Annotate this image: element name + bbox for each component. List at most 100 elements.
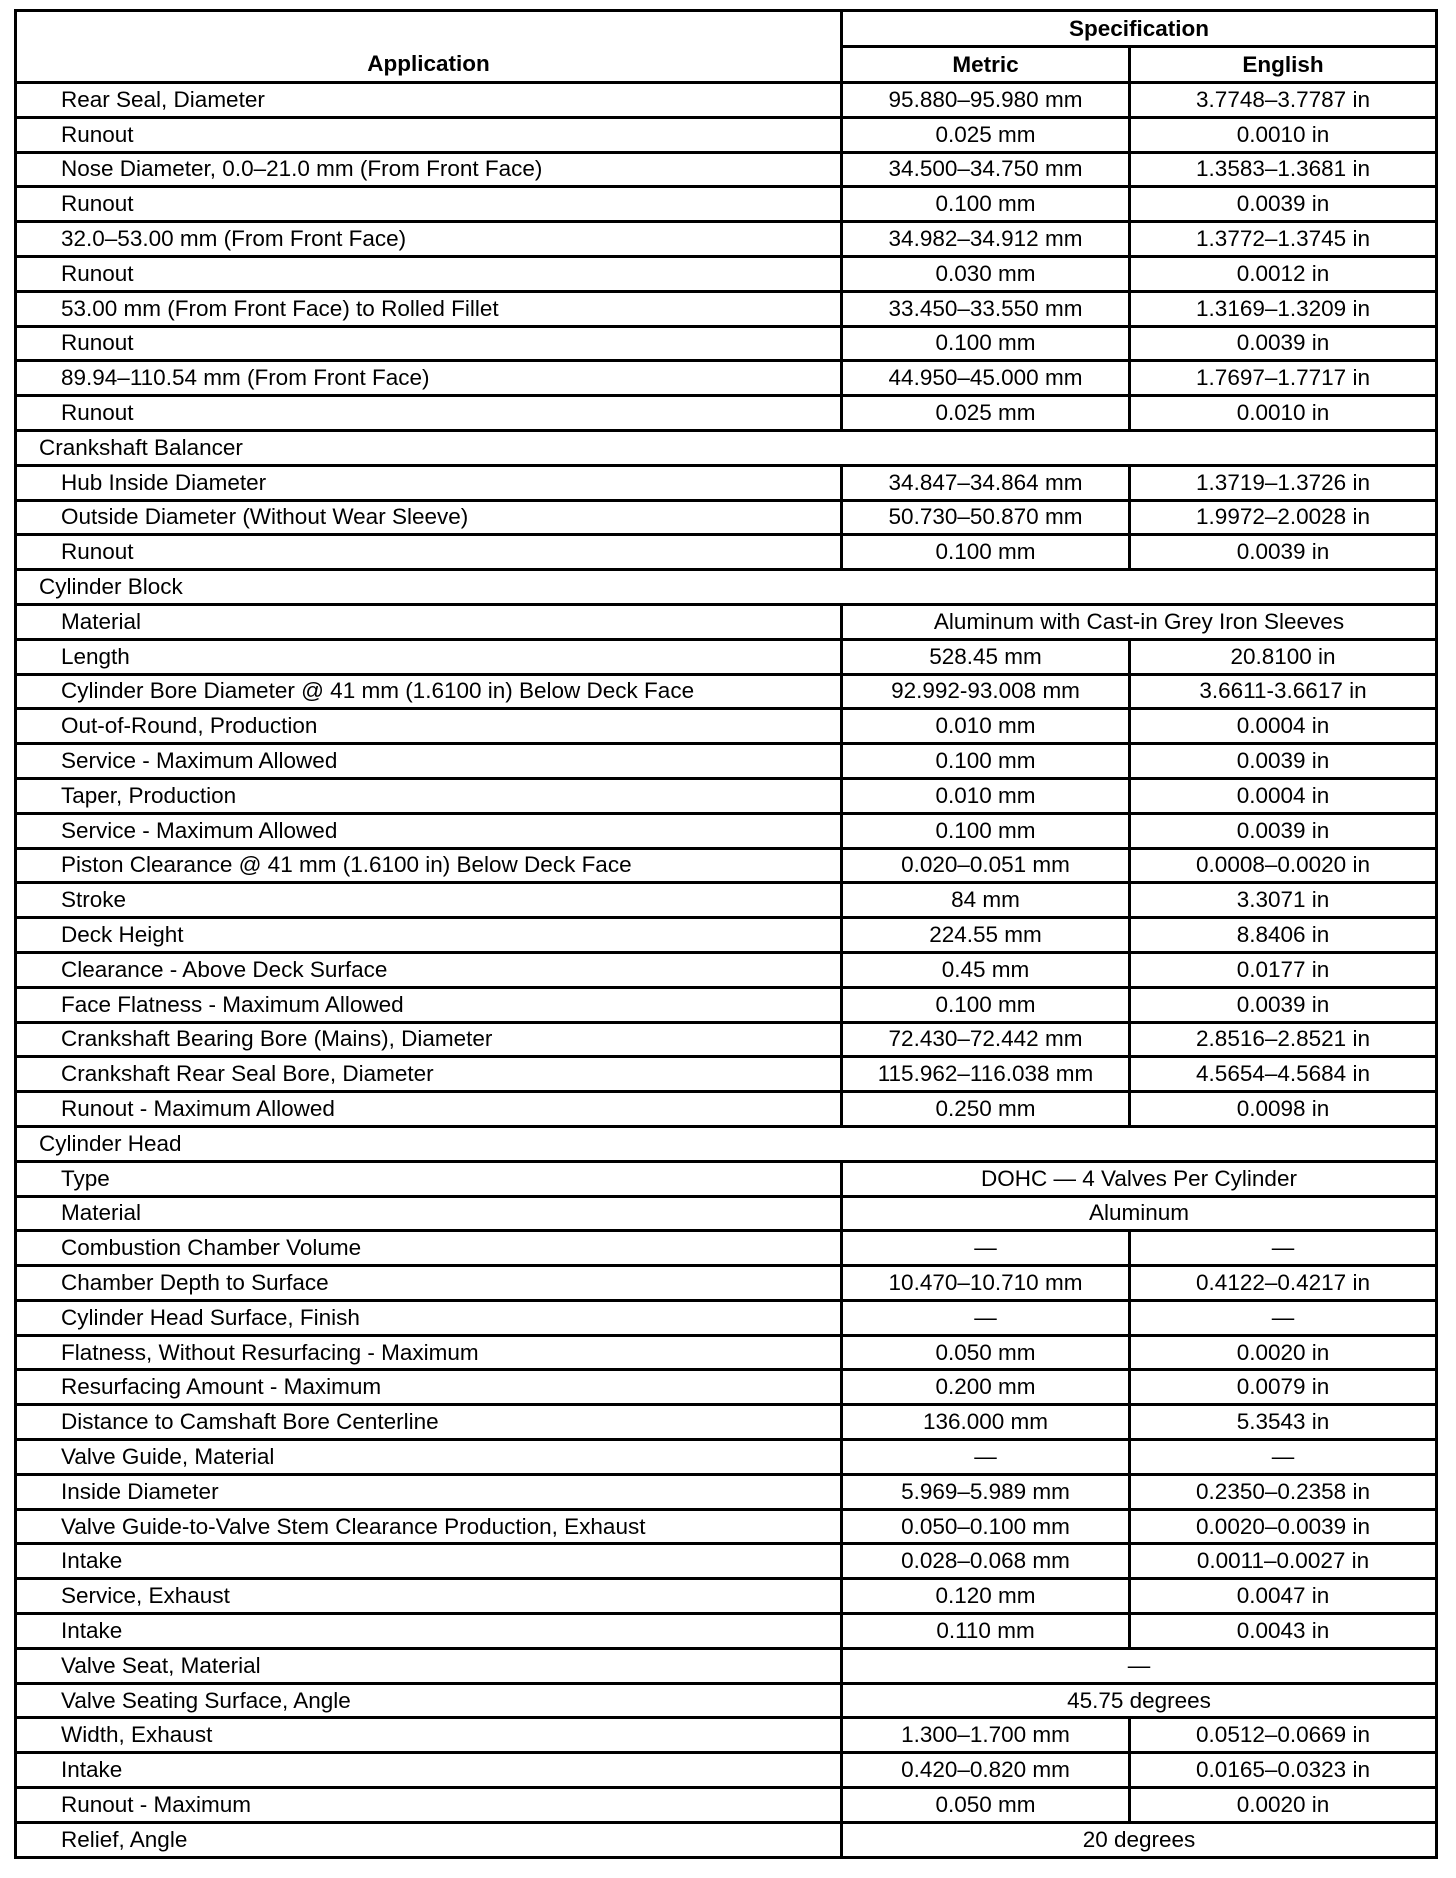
application-cell: Intake [14, 1612, 843, 1650]
table-row: Runout - Maximum Allowed 0.250 mm 0.0098 i… [14, 1090, 1439, 1128]
metric-cell: 0.200 mm [840, 1368, 1131, 1407]
metric-cell: 0.100 mm [840, 811, 1131, 850]
metric-cell: 528.45 mm [840, 637, 1131, 676]
english-cell: 0.0177 in [1127, 950, 1439, 989]
table-row: Piston Clearance @ 41 mm (1.6100 in) Bel… [14, 846, 1439, 885]
english-cell: 3.6611-3.6617 in [1127, 672, 1439, 711]
application-cell: Crankshaft Rear Seal Bore, Diameter [14, 1055, 843, 1094]
metric-cell: 34.500–34.750 mm [840, 150, 1131, 189]
english-cell: 20.8100 in [1127, 637, 1439, 676]
english-cell: 1.7697–1.7717 in [1127, 359, 1439, 398]
table-row: Inside Diameter 5.969–5.989 mm 0.2350–0.23… [14, 1472, 1439, 1511]
table-row: Flatness, Without Resurfacing - Maximum 0… [14, 1333, 1439, 1372]
english-cell: 1.3583–1.3681 in [1127, 150, 1439, 189]
metric-cell: 0.100 mm [840, 533, 1131, 572]
metric-cell: 92.992-93.008 mm [840, 672, 1131, 711]
table-row: Width, Exhaust 1.300–1.700 mm 0.0512–0.066… [14, 1716, 1439, 1755]
metric-cell: 224.55 mm [840, 916, 1131, 954]
application-cell: Resurfacing Amount - Maximum [14, 1368, 843, 1407]
english-cell: 0.0039 in [1127, 324, 1439, 363]
english-cell: 0.0020–0.0039 in [1127, 1507, 1439, 1546]
english-cell: 0.0020 in [1127, 1786, 1439, 1824]
metric-cell: 0.010 mm [840, 776, 1131, 815]
metric-cell: 0.100 mm [840, 185, 1131, 224]
english-cell: 0.0039 in [1127, 185, 1439, 224]
table-row: Valve Seat, Material — [14, 1646, 1439, 1685]
application-cell: Crankshaft Bearing Bore (Mains), Diamete… [14, 1020, 843, 1059]
english-cell: 0.0039 in [1127, 985, 1439, 1024]
table-row: Combustion Chamber Volume — — [14, 1229, 1439, 1268]
application-cell: Runout [14, 254, 843, 293]
specification-cell: 45.75 degrees [839, 1681, 1439, 1720]
metric-cell: 0.020–0.051 mm [840, 846, 1131, 885]
table-row: Runout 0.100 mm 0.0039 in [14, 185, 1439, 224]
table-row: Runout 0.025 mm 0.0010 in [14, 115, 1439, 154]
english-cell: 3.3071 in [1127, 881, 1439, 920]
metric-cell: 84 mm [840, 881, 1131, 920]
application-cell: Service - Maximum Allowed [14, 742, 843, 780]
application-cell: Runout - Maximum [14, 1786, 843, 1824]
english-cell: 0.0098 in [1127, 1090, 1439, 1128]
english-cell: 0.0039 in [1127, 742, 1439, 780]
table-row: 89.94–110.54 mm (From Front Face) 44.950–… [14, 359, 1439, 398]
metric-cell: 0.100 mm [840, 742, 1131, 780]
application-cell: Hub Inside Diameter [14, 463, 843, 502]
english-cell: 8.8406 in [1127, 916, 1439, 954]
table-row: Crankshaft Bearing Bore (Mains), Diamete… [14, 1020, 1439, 1059]
metric-cell: 0.100 mm [840, 985, 1131, 1024]
table-row: Valve Guide-to-Valve Stem Clearance Prod… [14, 1507, 1439, 1546]
metric-cell: 10.470–10.710 mm [840, 1264, 1131, 1302]
specification-cell: — [839, 1646, 1439, 1685]
english-cell: 0.0047 in [1127, 1577, 1439, 1616]
metric-cell: 0.030 mm [840, 254, 1131, 293]
specification-cell: Aluminum [839, 1194, 1439, 1233]
metric-cell: 95.880–95.980 mm [840, 81, 1131, 119]
application-cell: Stroke [14, 881, 843, 920]
english-cell: 0.0079 in [1127, 1368, 1439, 1407]
application-cell: Runout [14, 185, 843, 224]
application-cell: Service - Maximum Allowed [14, 811, 843, 850]
metric-cell: 0.120 mm [840, 1577, 1131, 1616]
english-cell: 0.0004 in [1127, 707, 1439, 746]
english-cell: 1.3169–1.3209 in [1127, 289, 1439, 328]
table-row: Outside Diameter (Without Wear Sleeve) 50… [14, 498, 1439, 537]
application-cell: 89.94–110.54 mm (From Front Face) [14, 359, 843, 398]
metric-cell: 0.025 mm [840, 115, 1131, 154]
application-cell: Valve Guide-to-Valve Stem Clearance Prod… [14, 1507, 843, 1546]
section-row: Cylinder Block [13, 568, 1439, 606]
table-row: Crankshaft Rear Seal Bore, Diameter 115.9… [14, 1055, 1439, 1094]
table-row: Runout 0.030 mm 0.0012 in [14, 254, 1439, 293]
table-row: Nose Diameter, 0.0–21.0 mm (From Front F… [14, 150, 1439, 189]
application-cell: Combustion Chamber Volume [14, 1229, 843, 1268]
application-cell: Runout [14, 324, 843, 363]
application-cell: Service, Exhaust [14, 1577, 843, 1616]
table-row: Type DOHC — 4 Valves Per Cylinder [14, 1159, 1439, 1198]
section-heading: Cylinder Block [13, 568, 1439, 606]
english-cell: 5.3543 in [1127, 1403, 1439, 1442]
table-row: Cylinder Head Surface, Finish — — [14, 1298, 1439, 1337]
metric-cell: 115.962–116.038 mm [840, 1055, 1131, 1094]
metric-cell: 72.430–72.442 mm [840, 1020, 1131, 1059]
section-row: Cylinder Head [13, 1124, 1439, 1163]
english-cell: 1.3772–1.3745 in [1127, 220, 1439, 258]
metric-cell: 0.420–0.820 mm [840, 1751, 1131, 1790]
table-body: Rear Seal, Diameter 95.880–95.980 mm 3.774… [13, 81, 1439, 1859]
table-row: 32.0–53.00 mm (From Front Face) 34.982–34… [14, 220, 1439, 258]
metric-cell: 34.982–34.912 mm [840, 220, 1131, 258]
specification-header: Specification [839, 9, 1439, 48]
english-cell: 0.0011–0.0027 in [1127, 1542, 1439, 1581]
application-cell: Runout [14, 115, 843, 154]
metric-cell: — [840, 1229, 1131, 1268]
table-row: Runout 0.025 mm 0.0010 in [14, 394, 1439, 432]
metric-cell: 50.730–50.870 mm [840, 498, 1131, 537]
table-row: Clearance - Above Deck Surface 0.45 mm 0.0… [14, 950, 1439, 989]
english-cell: 4.5654–4.5684 in [1127, 1055, 1439, 1094]
table-row: Material Aluminum [14, 1194, 1439, 1233]
application-cell: Cylinder Bore Diameter @ 41 mm (1.6100 i… [14, 672, 843, 711]
application-cell: Length [14, 637, 843, 676]
metric-cell: 0.028–0.068 mm [840, 1542, 1131, 1581]
metric-cell: 0.100 mm [840, 324, 1131, 363]
english-cell: 0.0512–0.0669 in [1127, 1716, 1439, 1755]
section-heading: Crankshaft Balancer [13, 428, 1439, 467]
english-cell: 0.0043 in [1127, 1612, 1439, 1650]
